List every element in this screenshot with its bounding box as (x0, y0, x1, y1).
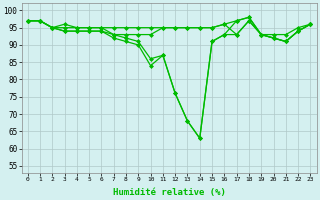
X-axis label: Humidité relative (%): Humidité relative (%) (113, 188, 226, 197)
